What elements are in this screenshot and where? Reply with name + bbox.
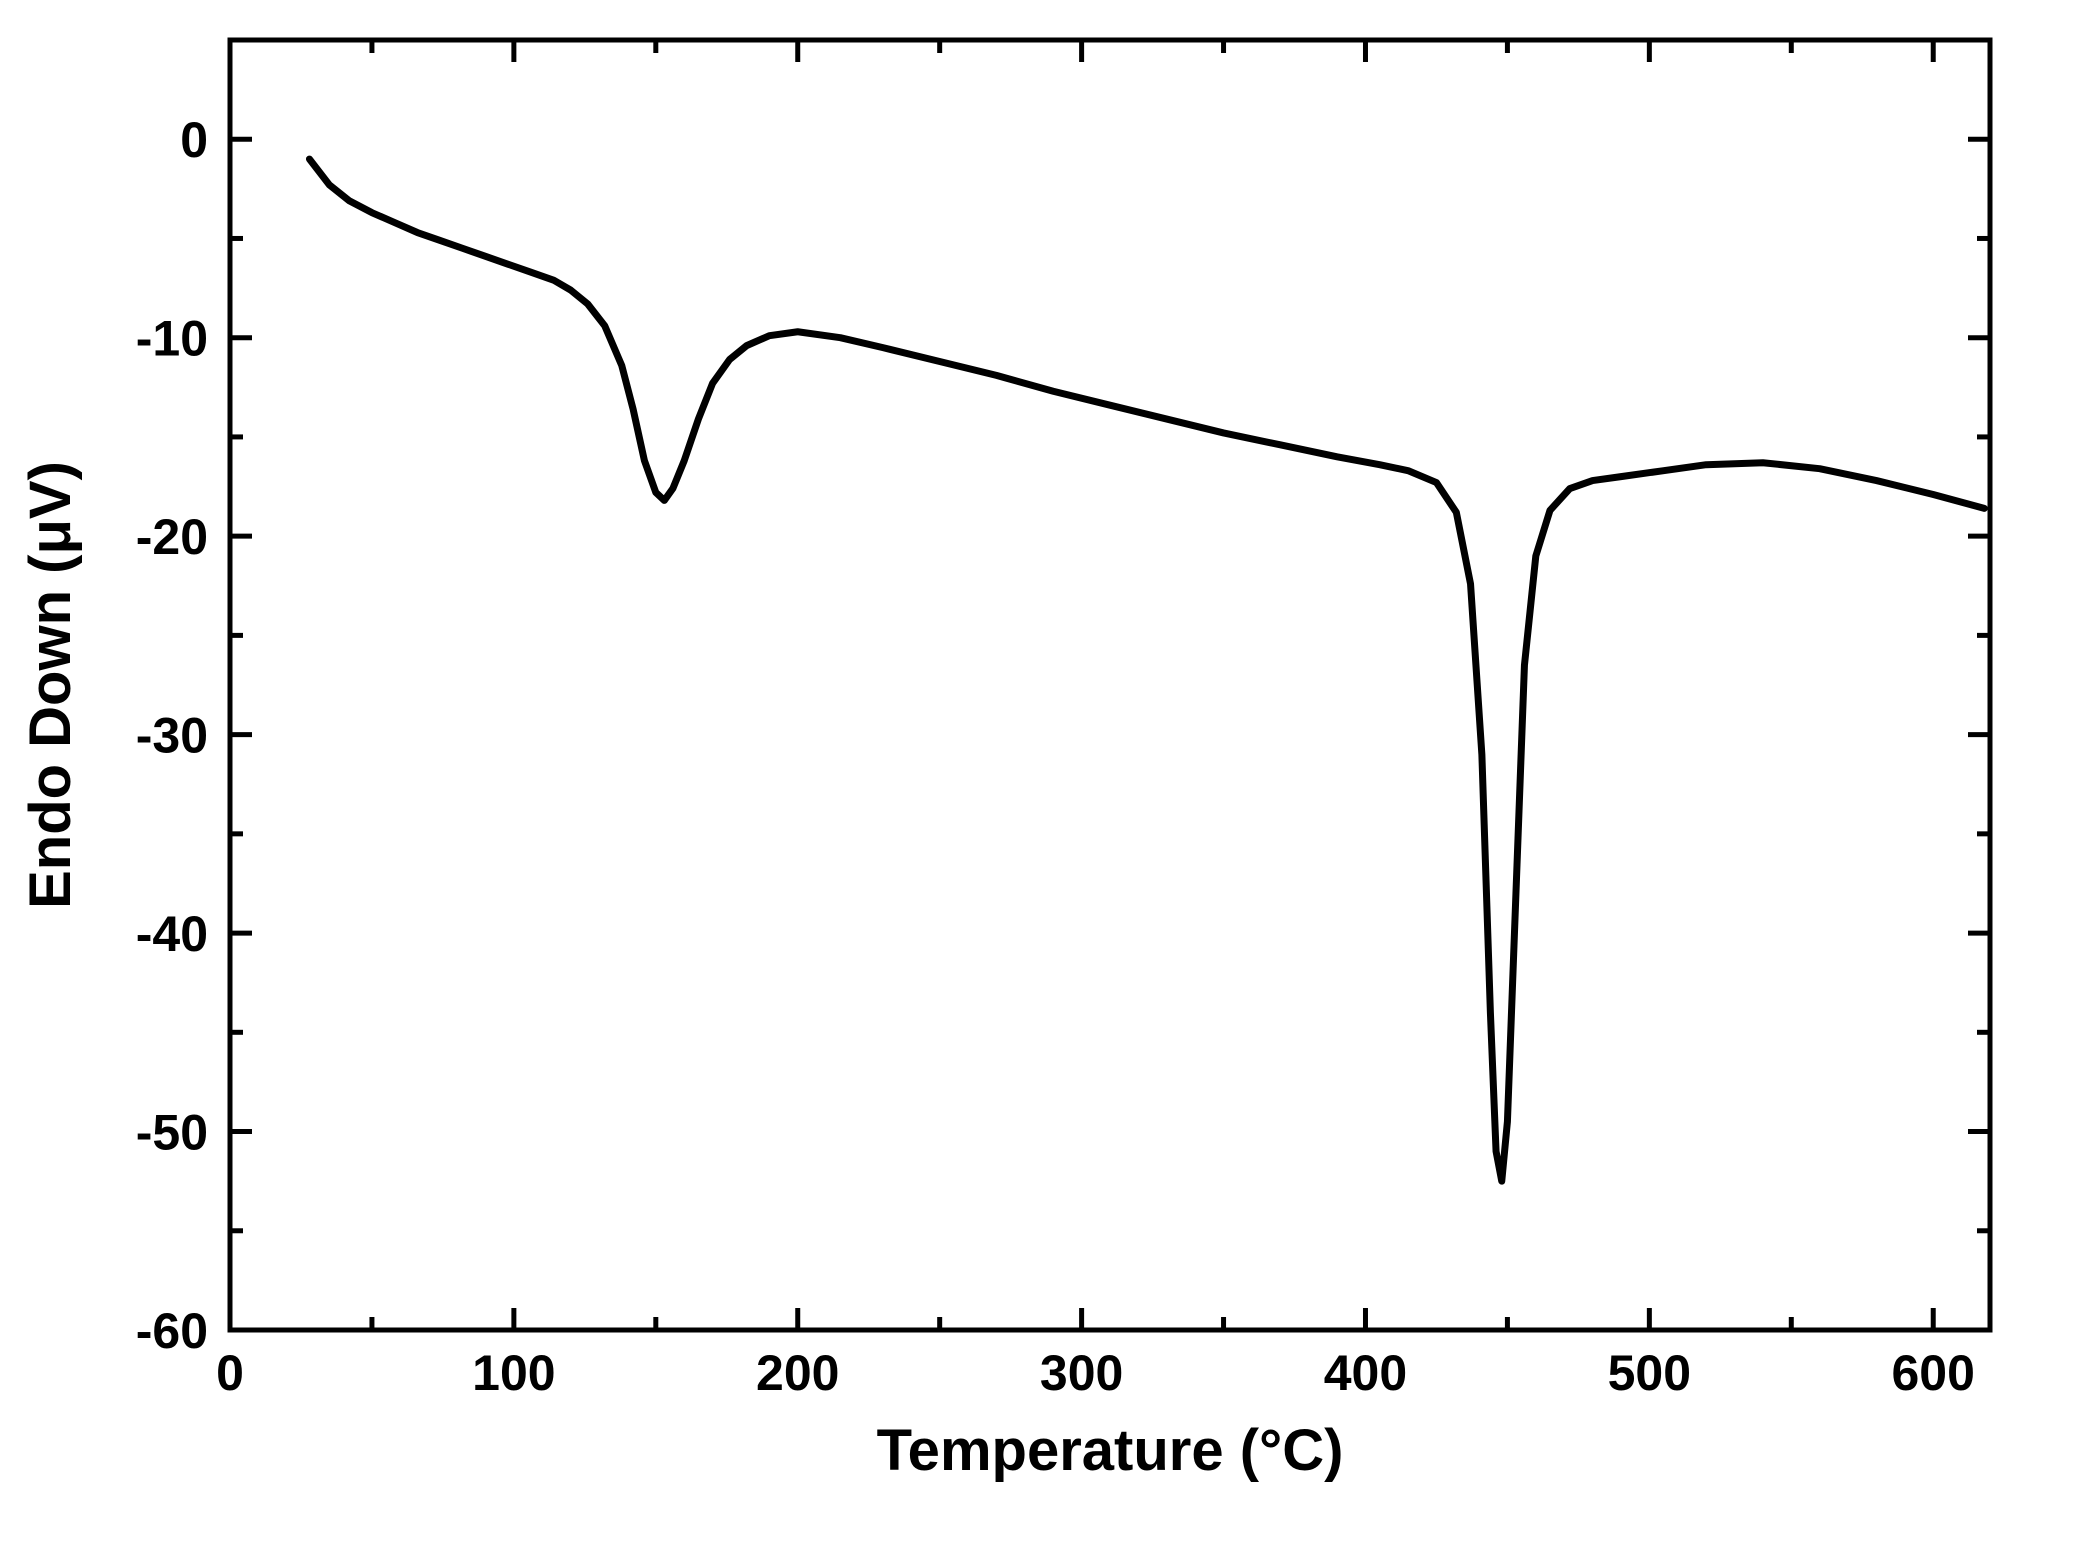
svg-text:0: 0 — [180, 112, 208, 168]
svg-text:400: 400 — [1324, 1345, 1407, 1401]
svg-text:0: 0 — [216, 1345, 244, 1401]
svg-text:100: 100 — [472, 1345, 555, 1401]
svg-text:Endo Down (μV): Endo Down (μV) — [18, 461, 83, 909]
svg-text:-10: -10 — [136, 311, 208, 367]
svg-text:-30: -30 — [136, 708, 208, 764]
svg-text:-20: -20 — [136, 509, 208, 565]
dta-chart: 0 100 200 300 400 500 600 -60 -50 -40 -30 -20 -10 0 Te… — [0, 0, 2077, 1562]
svg-text:600: 600 — [1892, 1345, 1975, 1401]
svg-text:500: 500 — [1608, 1345, 1691, 1401]
svg-text:-50: -50 — [136, 1105, 208, 1161]
chart-svg: 0 100 200 300 400 500 600 -60 -50 -40 -30 -20 -10 0 Te… — [0, 0, 2077, 1562]
svg-text:-40: -40 — [136, 906, 208, 962]
svg-text:300: 300 — [1040, 1345, 1123, 1401]
svg-text:-60: -60 — [136, 1303, 208, 1359]
svg-text:200: 200 — [756, 1345, 839, 1401]
svg-text:Temperature (°C): Temperature (°C) — [877, 1418, 1344, 1483]
